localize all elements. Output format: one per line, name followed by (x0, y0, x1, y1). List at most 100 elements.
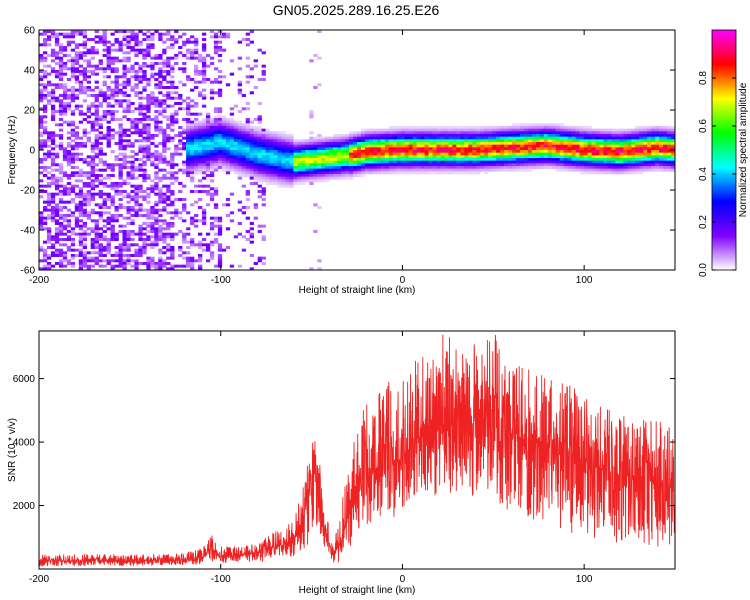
heatmap-cell (114, 254, 119, 257)
heatmap-cell (265, 163, 270, 167)
heatmap-cell (221, 136, 227, 140)
heatmap-cell (229, 219, 235, 223)
heatmap-cell (408, 128, 413, 132)
heatmap-cell (353, 150, 358, 153)
heatmap-cell (102, 238, 107, 241)
heatmap-cell (94, 35, 99, 39)
heatmap-cell (432, 128, 437, 132)
heatmap-cell (337, 152, 342, 156)
heatmap-cell (138, 206, 143, 209)
heatmap-cell (122, 238, 127, 241)
heatmap-cell (424, 142, 429, 145)
heatmap-cell (94, 179, 99, 183)
heatmap-cell (50, 118, 56, 121)
heatmap-cell (233, 166, 239, 169)
heatmap-cell (134, 190, 139, 193)
heatmap-cell (42, 222, 48, 225)
heatmap-cell (285, 150, 290, 153)
heatmap-cell (62, 158, 68, 161)
heatmap-cell (372, 131, 378, 135)
heatmap-cell (122, 240, 127, 244)
heatmap-cell (198, 206, 203, 209)
heatmap-cell (504, 144, 509, 148)
heatmap-cell (253, 160, 258, 164)
heatmap-cell (74, 195, 80, 199)
heatmap-cell (130, 30, 135, 33)
heatmap-cell (94, 144, 99, 148)
heatmap-cell (225, 83, 231, 87)
heatmap-cell (78, 195, 84, 199)
heatmap-cell (408, 171, 413, 175)
heatmap-cell (388, 160, 394, 164)
heatmap-cell (213, 144, 219, 148)
heatmap-cell (90, 219, 95, 223)
heatmap-cell (253, 86, 258, 89)
heatmap-cell (253, 128, 258, 132)
heatmap-cell (281, 147, 286, 151)
heatmap-cell (436, 142, 441, 145)
heatmap-cell (444, 126, 449, 129)
heatmap-cell (134, 208, 139, 212)
heatmap-cell (599, 131, 604, 135)
heatmap-cell (233, 152, 239, 156)
heatmap-cell (333, 147, 338, 151)
heatmap-cell (376, 158, 382, 161)
heatmap-cell (392, 152, 398, 156)
heatmap-cell (106, 64, 111, 68)
heatmap-cell (46, 232, 52, 236)
heatmap-cell (94, 176, 99, 180)
heatmap-cell (134, 139, 139, 143)
heatmap-cell (162, 115, 167, 119)
heatmap-cell (94, 246, 99, 249)
heatmap-cell (86, 203, 91, 207)
heatmap-cell (126, 51, 131, 55)
heatmap-cell (209, 120, 215, 124)
heatmap-cell (122, 190, 127, 193)
heatmap-cell (46, 72, 52, 76)
heatmap-cell (301, 144, 306, 148)
heatmap-cell (619, 168, 624, 172)
heatmap-cell (301, 155, 306, 159)
heatmap-cell (539, 128, 545, 132)
heatmap-cell (94, 112, 99, 116)
heatmap-cell (86, 232, 91, 236)
heatmap-cell (98, 251, 103, 255)
heatmap-cell (643, 150, 648, 153)
heatmap-cell (404, 158, 409, 161)
heatmap-cell (635, 150, 640, 153)
heatmap-cell (368, 147, 374, 151)
heatmap-cell (317, 259, 322, 263)
heatmap-cell (166, 118, 171, 121)
heatmap-cell (360, 152, 366, 156)
heatmap-cell (543, 139, 549, 143)
heatmap-cell (420, 168, 425, 172)
heatmap-cell (655, 166, 660, 169)
heatmap-cell (325, 160, 330, 164)
heatmap-cell (579, 147, 584, 151)
heatmap-cell (174, 86, 179, 89)
heatmap-cell (643, 142, 648, 145)
heatmap-cell (74, 208, 80, 212)
heatmap-cell (575, 152, 580, 156)
heatmap-cell (50, 192, 56, 196)
heatmap-cell (368, 136, 374, 140)
heatmap-cell (90, 208, 95, 212)
spectrogram-y-tick-label: -40 (21, 226, 36, 237)
heatmap-cell (269, 131, 274, 135)
heatmap-cell (647, 128, 652, 132)
heatmap-cell (539, 136, 545, 140)
heatmap-cell (444, 142, 449, 145)
heatmap-cell (452, 128, 457, 132)
heatmap-cell (384, 136, 390, 140)
heatmap-cell (158, 256, 163, 260)
heatmap-cell (261, 160, 266, 164)
heatmap-cell (66, 94, 72, 97)
heatmap-cell (58, 254, 64, 257)
heatmap-cell (78, 254, 84, 257)
heatmap-cell (170, 96, 175, 100)
heatmap-cell (420, 166, 425, 169)
heatmap-cell (408, 142, 413, 145)
heatmap-cell (190, 240, 195, 244)
heatmap-cell (130, 126, 135, 129)
heatmap-cell (102, 200, 107, 204)
